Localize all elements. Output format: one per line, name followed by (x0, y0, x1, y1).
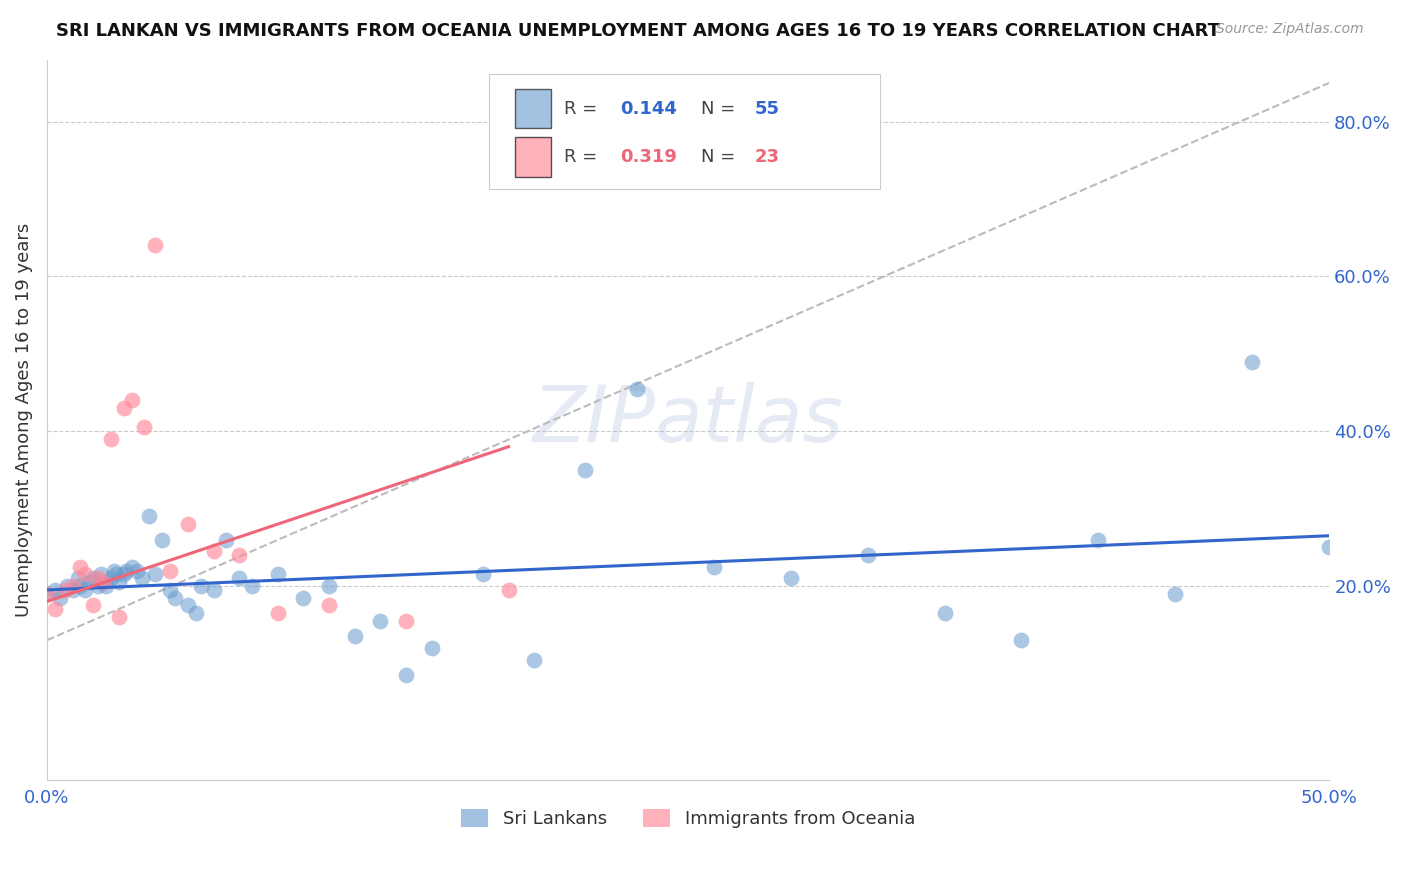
Point (318, 599, 340, 613)
Point (395, 668, 418, 682)
Point (292, 591, 315, 605)
Point (1164, 587, 1187, 601)
Point (934, 606, 956, 620)
Point (184, 606, 207, 620)
Point (121, 393, 143, 408)
Point (107, 610, 129, 624)
Text: N =: N = (702, 100, 741, 118)
Y-axis label: Unemployment Among Ages 16 to 19 years: Unemployment Among Ages 16 to 19 years (15, 222, 32, 616)
Point (267, 567, 290, 582)
Point (143, 238, 166, 252)
Point (44, 582, 66, 597)
Point (703, 559, 725, 574)
Point (112, 401, 135, 415)
Point (115, 564, 138, 578)
Point (177, 599, 200, 613)
Text: R =: R = (564, 148, 603, 166)
Point (318, 579, 340, 593)
Point (103, 564, 125, 578)
Point (159, 582, 181, 597)
Point (87, 579, 110, 593)
Point (1087, 533, 1109, 547)
Point (1241, 354, 1264, 368)
Point (82, 571, 104, 585)
Point (138, 509, 160, 524)
Point (368, 614, 391, 628)
Point (131, 571, 153, 585)
Point (498, 582, 520, 597)
Point (56, 579, 79, 593)
Point (626, 382, 648, 396)
Point (143, 567, 166, 582)
Text: 0.144: 0.144 (620, 100, 676, 118)
Point (100, 571, 122, 585)
Point (150, 533, 173, 547)
Point (420, 640, 443, 655)
Point (112, 567, 135, 582)
Point (779, 571, 801, 585)
Point (44, 602, 66, 616)
Point (35, 587, 58, 601)
Point (215, 533, 238, 547)
Point (75, 582, 97, 597)
FancyBboxPatch shape (489, 74, 880, 189)
Point (91, 575, 114, 590)
Point (48, 591, 70, 605)
Point (79, 575, 101, 590)
Point (91, 575, 114, 590)
Point (190, 579, 212, 593)
Point (471, 567, 494, 582)
Text: Source: ZipAtlas.com: Source: ZipAtlas.com (1216, 22, 1364, 37)
Point (66, 571, 89, 585)
Point (90, 567, 112, 582)
Point (69, 579, 91, 593)
Point (202, 582, 225, 597)
Legend: Sri Lankans, Immigrants from Oceania: Sri Lankans, Immigrants from Oceania (454, 802, 922, 836)
Point (35, 587, 58, 601)
Point (1011, 633, 1033, 648)
Point (343, 629, 366, 643)
Point (523, 652, 546, 666)
Point (165, 591, 187, 605)
Point (240, 579, 263, 593)
Point (107, 575, 129, 590)
Point (121, 559, 143, 574)
Point (75, 567, 97, 582)
Point (62, 579, 84, 593)
Point (105, 567, 128, 582)
Point (856, 548, 879, 562)
Point (69, 559, 91, 574)
Point (1317, 541, 1340, 555)
FancyBboxPatch shape (515, 89, 551, 128)
Text: 0.319: 0.319 (620, 148, 676, 166)
Point (267, 606, 290, 620)
Text: 55: 55 (755, 100, 780, 118)
FancyBboxPatch shape (515, 137, 551, 177)
Point (53, 582, 76, 597)
Point (82, 599, 104, 613)
Text: R =: R = (564, 100, 603, 118)
Text: N =: N = (702, 148, 741, 166)
Point (228, 571, 250, 585)
Text: ZIPatlas: ZIPatlas (533, 382, 844, 458)
Point (62, 582, 84, 597)
Point (395, 614, 418, 628)
Point (100, 432, 122, 446)
Point (134, 420, 156, 434)
Point (94, 579, 117, 593)
Point (202, 544, 225, 558)
Point (177, 517, 200, 532)
Point (228, 548, 250, 562)
Point (574, 463, 596, 477)
Text: 23: 23 (755, 148, 780, 166)
Point (125, 564, 148, 578)
Point (87, 571, 110, 585)
Text: SRI LANKAN VS IMMIGRANTS FROM OCEANIA UNEMPLOYMENT AMONG AGES 16 TO 19 YEARS COR: SRI LANKAN VS IMMIGRANTS FROM OCEANIA UN… (56, 22, 1220, 40)
Point (159, 564, 181, 578)
